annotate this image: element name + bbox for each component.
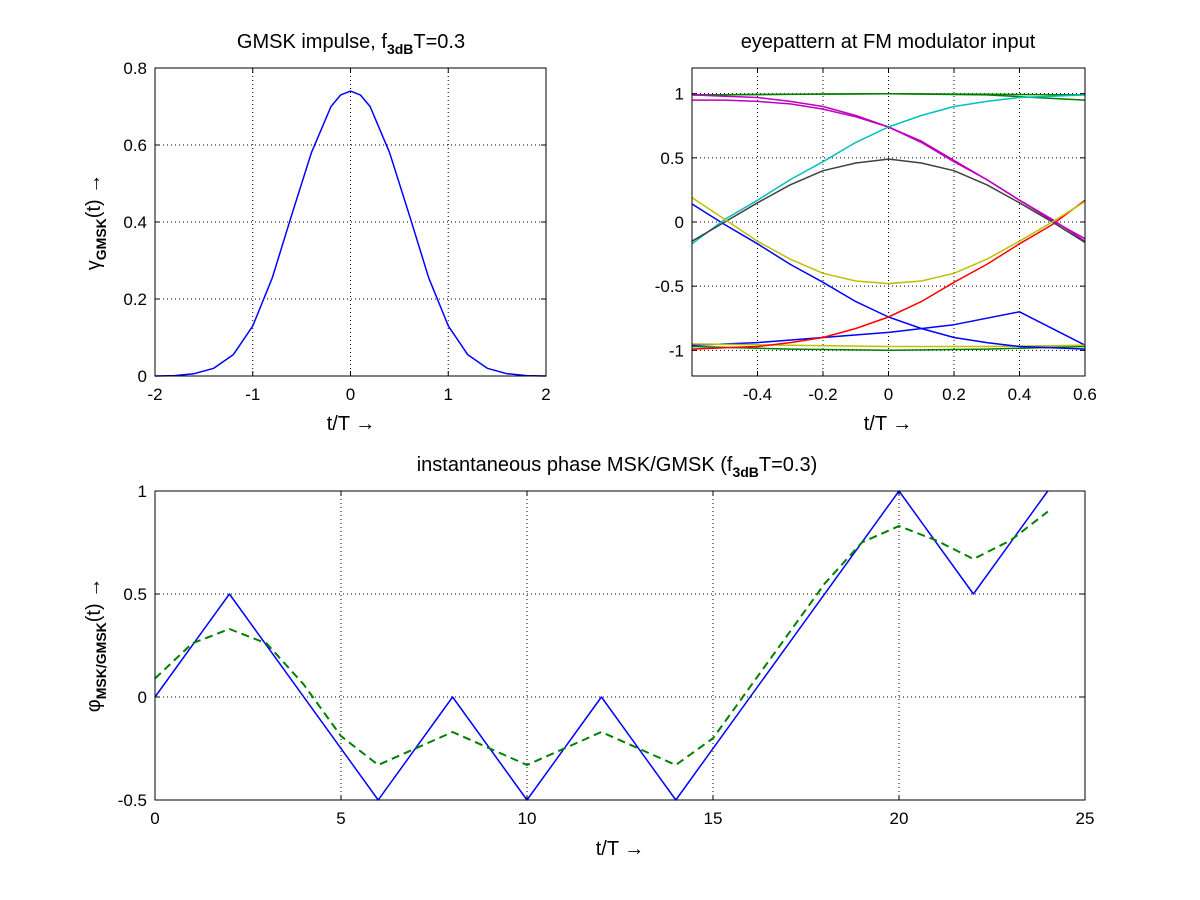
instantaneous-phase-ytick-label: -0.5 (118, 791, 147, 810)
eyepattern-plot: -0.4 -0.2 0 0.2 0.4 0.6 -1 -0.5 0 0.5 1 eyepattern… (655, 31, 1097, 435)
eyepattern-xtick-label: 0.6 (1073, 385, 1097, 404)
eyepattern-series-line-3 (691, 345, 1086, 352)
instantaneous-phase-xtick-label: 25 (1076, 809, 1095, 828)
gmsk-impulse-ylabel: γGMSK(t) → (83, 174, 109, 270)
eyepattern-xtick-label: 0.4 (1008, 385, 1032, 404)
gmsk-impulse-xlabel: t/T → (327, 413, 376, 435)
gmsk-impulse-ytick-label: 0.2 (123, 290, 147, 309)
gmsk-impulse-ytick-label: 0.6 (123, 136, 147, 155)
eyepattern-series-line-12 (691, 196, 1086, 285)
gmsk-impulse-xtick-label: 1 (444, 385, 453, 404)
instantaneous-phase-xtick-label: 20 (890, 809, 909, 828)
eyepattern-ytick-label: 1 (675, 85, 684, 104)
instantaneous-phase-plot: 0 5 10 15 20 25-0.500.51 instantaneous phase … (83, 454, 1094, 860)
gmsk-impulse-xtick-label: 0 (346, 385, 355, 404)
instantaneous-phase-ylabel: φMSK/GMSK(t) → (83, 578, 109, 712)
instantaneous-phase-xlabel: t/T → (596, 838, 645, 860)
instantaneous-phase-grid (155, 491, 1085, 800)
instantaneous-phase-frame (154, 490, 1086, 801)
gmsk-impulse-xtick-label: -2 (147, 385, 162, 404)
instantaneous-phase-series-line-2 (154, 510, 1049, 766)
eyepattern-ytick-label: 0.5 (660, 149, 684, 168)
instantaneous-phase-xtick-label: 5 (336, 809, 345, 828)
gmsk-impulse-ticks: -2 -1 0 1 2 0 0.2 0.4 0.6 0.8 (123, 59, 550, 404)
eyepattern-series-line-4 (691, 311, 1086, 346)
instantaneous-phase-title: instantaneous phase MSK/GMSK (f3dBT=0.3) (417, 454, 818, 480)
gmsk-impulse-xtick-label: 2 (541, 385, 550, 404)
eyepattern-series (691, 92, 1086, 352)
gmsk-impulse-title: GMSK impulse, f3dBT=0.3 (237, 31, 465, 57)
eyepattern-ytick-label: -0.5 (655, 277, 684, 296)
gmsk-impulse-ytick-label: 0.8 (123, 59, 147, 78)
instantaneous-phase-ytick-label: 0.5 (123, 585, 147, 604)
instantaneous-phase-ticks: 0 5 10 15 20 25-0.500.51 (118, 482, 1095, 828)
instantaneous-phase-ytick-label: 0 (138, 688, 147, 707)
gmsk-impulse-ytick-label: 0.4 (123, 213, 147, 232)
eyepattern-series-line-10 (691, 94, 1086, 245)
eyepattern-xtick-label: 0.2 (942, 385, 966, 404)
eyepattern-series-line-11 (691, 158, 1086, 244)
gmsk-impulse-ytick-label: 0 (138, 367, 147, 386)
eyepattern-xtick-label: 0 (884, 385, 893, 404)
gmsk-impulse-plot: -2 -1 0 1 2 0 0.2 0.4 0.6 0.8 GMSK impulse, f3dBT… (83, 31, 551, 435)
instantaneous-phase-ytick-label: 1 (138, 482, 147, 501)
gmsk-impulse-xtick-label: -1 (245, 385, 260, 404)
instantaneous-phase-series (154, 490, 1049, 801)
gmsk-impulse-series-line-1 (154, 90, 547, 377)
eyepattern-ticks: -0.4 -0.2 0 0.2 0.4 0.6 -1 -0.5 0 0.5 1 (655, 68, 1097, 404)
eyepattern-ytick-label: 0 (675, 213, 684, 232)
eyepattern-xtick-label: -0.2 (808, 385, 837, 404)
eyepattern-title: eyepattern at FM modulator input (741, 31, 1036, 53)
eyepattern-series-line-7 (691, 199, 1086, 350)
instantaneous-phase-xtick-label: 0 (150, 809, 159, 828)
eyepattern-xlabel: t/T → (864, 413, 913, 435)
eyepattern-ytick-label: -1 (669, 341, 684, 360)
instantaneous-phase-xtick-label: 15 (704, 809, 723, 828)
instantaneous-phase-xtick-label: 10 (518, 809, 537, 828)
eyepattern-xtick-label: -0.4 (743, 385, 772, 404)
gmsk-impulse-series (154, 90, 547, 377)
